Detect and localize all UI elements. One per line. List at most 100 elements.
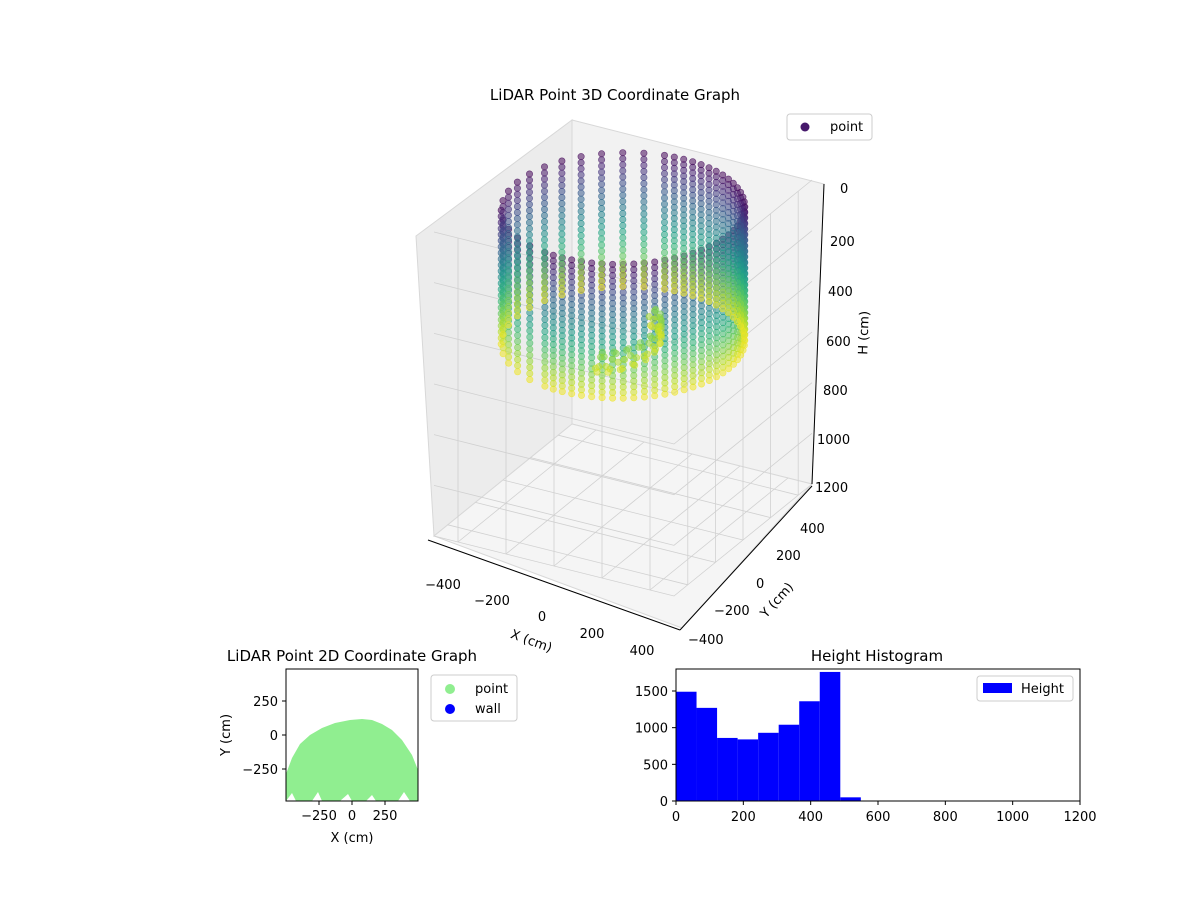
lidar-point xyxy=(558,242,566,250)
lidar-point xyxy=(610,348,618,356)
lidar-point xyxy=(619,210,627,218)
lidar-point xyxy=(504,242,512,250)
z-axis-line xyxy=(811,183,825,485)
lidar-point xyxy=(577,195,585,203)
lidar-point xyxy=(541,327,549,335)
grid-line xyxy=(553,453,693,567)
lidar-point xyxy=(526,376,534,384)
lidar-point xyxy=(598,168,606,176)
lidar-point xyxy=(526,315,534,323)
lidar-point xyxy=(619,264,627,272)
lidar-point xyxy=(504,254,512,262)
lidar-point xyxy=(526,339,534,347)
lidar-point xyxy=(513,263,521,271)
lidar-point xyxy=(549,251,557,259)
lidar-point xyxy=(540,278,548,286)
legend-label: Height xyxy=(1021,682,1064,697)
lidar-point xyxy=(541,334,549,342)
lidar-point xyxy=(513,294,521,302)
lidar-point xyxy=(514,368,522,376)
lidar-point xyxy=(525,176,533,184)
z-tick-label: 200 xyxy=(830,235,855,250)
lidar-2d-plot: LiDAR Point 2D Coordinate Graph 250 0 −2… xyxy=(219,647,518,846)
legend-label: point xyxy=(830,120,863,135)
lidar-point xyxy=(540,163,548,171)
lidar-point xyxy=(598,241,606,249)
lidar-point xyxy=(660,170,668,178)
lidar-point xyxy=(513,178,521,186)
lidar-point xyxy=(558,266,566,274)
lidar-point xyxy=(640,174,648,182)
x-tick-label: 800 xyxy=(933,810,958,825)
histogram-legend: Height xyxy=(976,675,1074,702)
lidar-point xyxy=(640,180,648,188)
y-tick-label: 200 xyxy=(776,549,801,564)
lidar-point xyxy=(640,198,648,206)
y-tick-label: −400 xyxy=(688,633,724,648)
lidar-point xyxy=(577,262,585,270)
lidar-point xyxy=(697,161,705,169)
lidar-point xyxy=(499,350,507,358)
legend-label: wall xyxy=(475,702,501,717)
lidar-point xyxy=(619,222,627,230)
lidar-3d-plot: LiDAR Point 3D Coordinate Graph 0 200 40… xyxy=(415,86,873,659)
lidar-point xyxy=(513,203,521,211)
lidar-point xyxy=(619,246,627,254)
x-tick-label: 0 xyxy=(672,810,680,825)
lidar-point xyxy=(525,237,533,245)
lidar-point xyxy=(577,177,585,185)
lidar-point xyxy=(598,150,606,158)
lidar-point xyxy=(504,309,512,317)
lidar-point xyxy=(558,163,566,171)
lidar-point xyxy=(660,164,668,172)
lidar-point xyxy=(558,230,566,238)
lidar-point xyxy=(660,243,668,251)
grid-line xyxy=(433,483,813,597)
x-tick-label: −250 xyxy=(301,809,337,824)
lidar-point xyxy=(619,185,627,193)
lidar-point xyxy=(558,236,566,244)
lidar-point xyxy=(558,181,566,189)
lidar-point xyxy=(577,238,585,246)
legend-marker-wall xyxy=(445,704,455,714)
lidar-point xyxy=(619,276,627,284)
histogram-bar xyxy=(758,732,779,801)
lidar-point xyxy=(598,217,606,225)
lidar-point xyxy=(541,382,549,390)
lidar-point xyxy=(525,304,533,312)
lidar-point xyxy=(526,363,534,371)
lidar-point xyxy=(640,210,648,218)
lidar-point xyxy=(660,200,668,208)
lidar-point xyxy=(598,235,606,243)
lidar-point xyxy=(505,359,513,367)
y-tick-label: 0 xyxy=(660,795,668,810)
grid-line xyxy=(558,434,799,496)
lidar-point xyxy=(619,216,627,224)
lidar-point xyxy=(504,199,512,207)
lidar-point xyxy=(558,169,566,177)
lidar-point xyxy=(525,200,533,208)
plot3d-legend: point xyxy=(786,113,873,141)
grid-line xyxy=(601,465,741,579)
lidar-point xyxy=(541,364,549,372)
lidar-point xyxy=(558,218,566,226)
x-axis-label: X (cm) xyxy=(508,627,554,656)
lidar-point xyxy=(609,260,617,268)
lidar-point xyxy=(640,240,648,248)
histogram-bars xyxy=(676,671,861,801)
lidar-point xyxy=(525,231,533,239)
lidar-point xyxy=(619,197,627,205)
lidar-point xyxy=(540,224,548,232)
lidar-point xyxy=(497,340,505,348)
lidar-point xyxy=(577,268,585,276)
lidar-point xyxy=(525,261,533,269)
lidar-point xyxy=(660,285,668,293)
grid-line xyxy=(433,382,813,496)
lidar-point xyxy=(541,358,549,366)
lidar-point xyxy=(598,223,606,231)
legend-label: point xyxy=(475,682,508,697)
lidar-point xyxy=(558,285,566,293)
lidar-point xyxy=(598,277,606,285)
lidar-point xyxy=(504,248,512,256)
lidar-point xyxy=(640,271,648,279)
